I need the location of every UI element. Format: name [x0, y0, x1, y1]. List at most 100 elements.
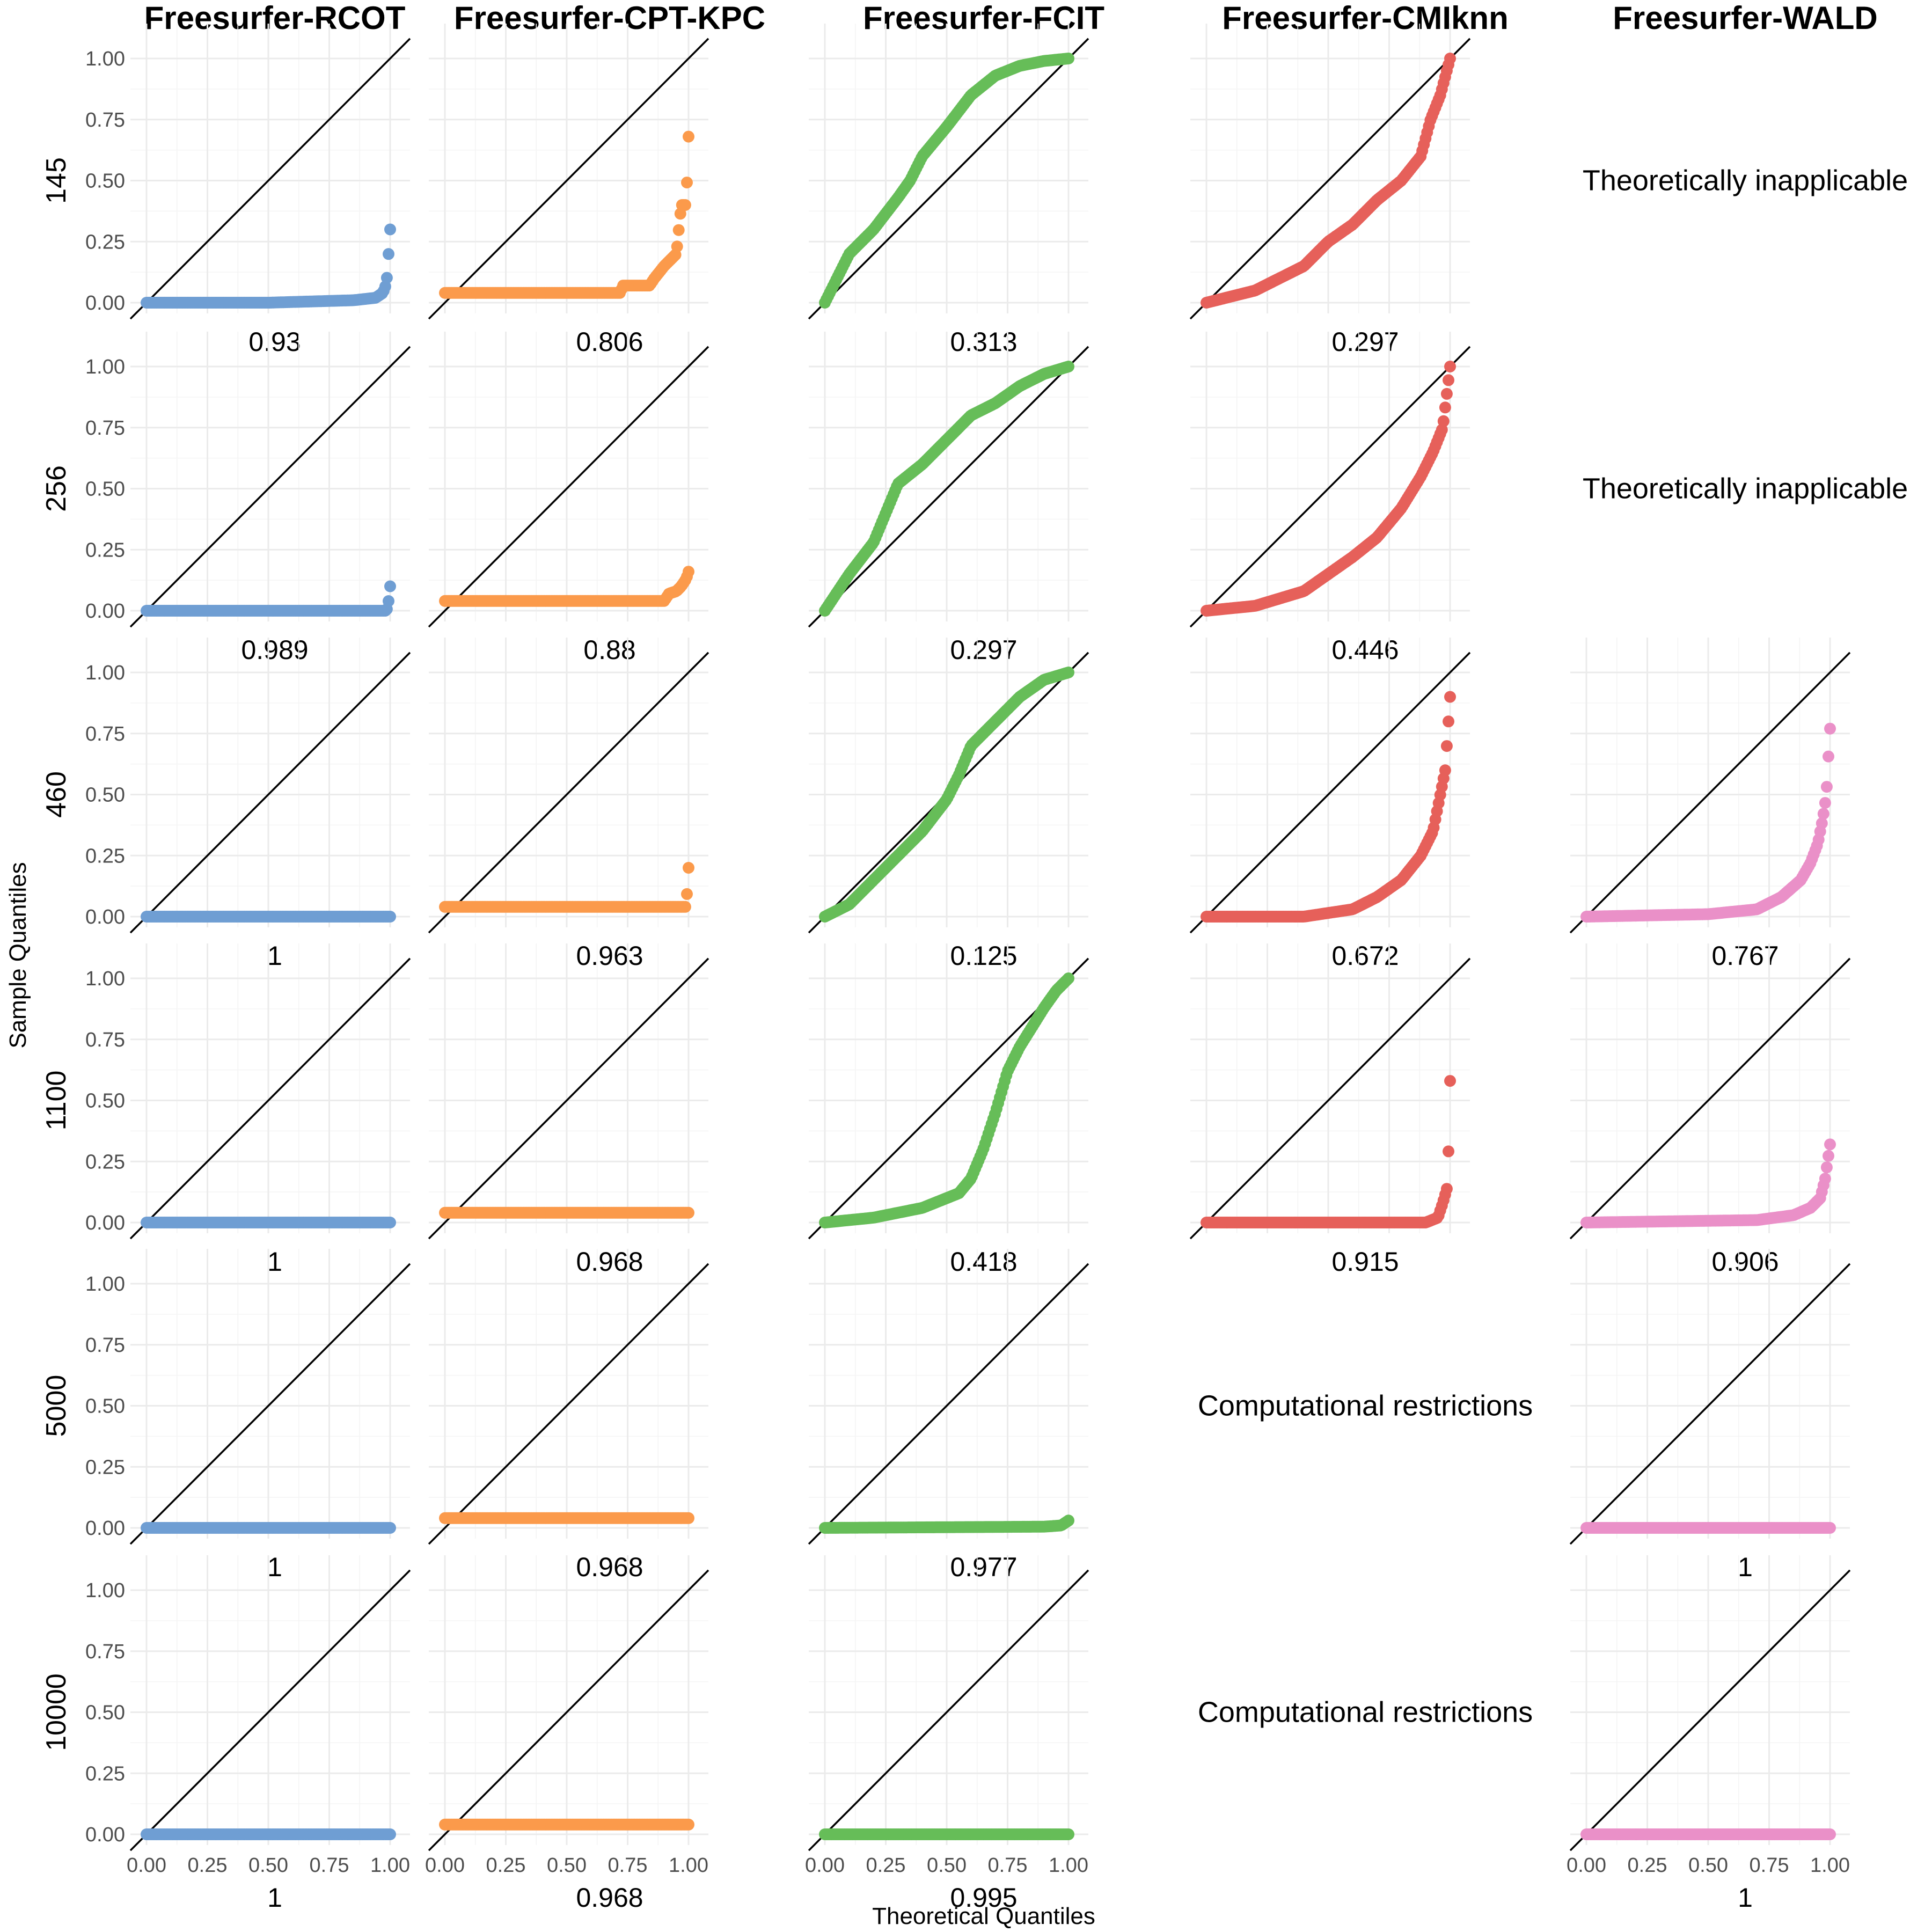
- data-point: [384, 223, 396, 236]
- x-tick-label: 1.00: [370, 1854, 410, 1877]
- row-label: 460: [41, 771, 72, 818]
- data-point: [681, 888, 693, 900]
- data-point: [1824, 722, 1836, 735]
- row-label: 1100: [41, 1071, 72, 1131]
- data-point: [1824, 1828, 1836, 1840]
- y-tick-label: 0.25: [85, 845, 125, 867]
- panel: 0.806: [428, 24, 709, 357]
- x-tick-label: 1.00: [1049, 1854, 1088, 1877]
- x-tick-label: 0.75: [988, 1854, 1028, 1877]
- panel: 0.418: [808, 943, 1089, 1277]
- p-value-label: 0.915: [1331, 1247, 1399, 1277]
- data-point: [1444, 691, 1456, 703]
- y-tick-label: 0.00: [85, 1212, 125, 1234]
- column-title: Freesurfer-RCOT: [144, 0, 406, 36]
- reference-line: [1569, 652, 1851, 934]
- p-value-label: 1: [267, 1552, 282, 1582]
- y-tick-label: 0.25: [85, 1762, 125, 1785]
- reference-line: [129, 1569, 411, 1851]
- data-point: [1816, 817, 1828, 830]
- y-tick-label: 0.75: [85, 417, 125, 440]
- data-point: [1063, 1828, 1074, 1840]
- p-value-label: 1: [1738, 1552, 1753, 1582]
- panel: Computational restrictions: [1198, 1696, 1533, 1729]
- point-series: [819, 667, 1074, 923]
- y-tick-label: 0.50: [85, 1090, 125, 1113]
- data-point: [1820, 1161, 1833, 1174]
- y-tick-label: 0.75: [85, 109, 125, 131]
- data-point: [1820, 781, 1833, 793]
- point-series: [439, 1206, 694, 1219]
- data-point: [1819, 1173, 1831, 1185]
- p-value-label: 1: [1738, 1883, 1753, 1913]
- y-tick-label: 0.50: [85, 1395, 125, 1418]
- reference-line: [1569, 957, 1851, 1240]
- data-point: [1444, 361, 1456, 372]
- panel: 0.00 0.25 0.50 0.75 1.00 0.995: [805, 1555, 1089, 1913]
- x-tick-label: 0.50: [547, 1854, 587, 1877]
- reference-line: [129, 957, 411, 1240]
- point-series: [141, 223, 396, 309]
- data-point: [1437, 415, 1450, 427]
- panel: Theoretically inapplicable: [1583, 473, 1908, 505]
- y-tick-label: 0.50: [85, 784, 125, 807]
- point-series: [819, 1828, 1074, 1840]
- data-point: [1440, 387, 1453, 400]
- point-series: [819, 972, 1074, 1228]
- y-tick-label: 0.25: [85, 231, 125, 253]
- p-value-label: 0.125: [950, 941, 1017, 971]
- panel-message: Theoretically inapplicable: [1583, 165, 1908, 197]
- data-point: [683, 566, 694, 578]
- reference-line: [428, 652, 709, 934]
- reference-line: [428, 1569, 709, 1851]
- reference-line: [1189, 957, 1471, 1240]
- point-series: [1201, 1075, 1456, 1228]
- panel: 0.00 0.25 0.50 0.75 1.00 0.93: [85, 24, 411, 357]
- reference-line: [428, 957, 709, 1240]
- y-tick-label: 0.00: [85, 600, 125, 623]
- data-point: [1823, 750, 1834, 763]
- panel-message: Computational restrictions: [1198, 1390, 1533, 1422]
- x-tick-label: 0.25: [1628, 1854, 1667, 1877]
- y-axis-title: Sample Quantiles: [5, 862, 31, 1048]
- data-point: [683, 1818, 694, 1831]
- panel: 0.00 0.25 0.50 0.75 1.00 0.00 0.25 0.50 0.75 1.00…: [85, 1555, 411, 1913]
- x-tick-label: 0.00: [1567, 1854, 1606, 1877]
- data-point: [1819, 797, 1831, 809]
- reference-line: [1189, 346, 1471, 628]
- panel: 0.963: [428, 638, 709, 971]
- p-value-label: 0.767: [1711, 941, 1779, 971]
- point-series: [141, 1217, 396, 1228]
- point-series: [1580, 1138, 1836, 1228]
- x-tick-label: 0.00: [127, 1854, 166, 1877]
- data-point: [1444, 53, 1456, 64]
- reference-line: [428, 346, 709, 628]
- point-series: [141, 1828, 396, 1840]
- point-series: [819, 361, 1074, 617]
- data-point: [1439, 401, 1451, 414]
- reference-line: [1569, 1569, 1851, 1851]
- x-tick-label: 0.00: [805, 1854, 845, 1877]
- y-tick-label: 0.50: [85, 170, 125, 193]
- p-value-label: 0.968: [576, 1247, 643, 1277]
- y-tick-label: 1.00: [85, 356, 125, 378]
- p-value-label: 0.963: [576, 941, 643, 971]
- x-tick-label: 1.00: [669, 1854, 708, 1877]
- p-value-label: 1: [267, 1883, 282, 1913]
- x-tick-label: 0.50: [248, 1854, 288, 1877]
- point-series: [1580, 1522, 1836, 1534]
- x-tick-label: 0.75: [1750, 1854, 1789, 1877]
- point-series: [439, 566, 694, 607]
- data-point: [1440, 1183, 1453, 1195]
- y-tick-label: 0.50: [85, 478, 125, 501]
- y-tick-label: 0.75: [85, 1029, 125, 1051]
- panel: 0.977: [808, 1249, 1089, 1582]
- y-tick-label: 0.25: [85, 1456, 125, 1479]
- data-point: [384, 580, 396, 592]
- data-point: [1443, 1145, 1454, 1158]
- panel: 0.446: [1189, 332, 1471, 665]
- row-label: 256: [41, 465, 72, 512]
- panel: 0.00 0.25 0.50 0.75 1.00 1: [85, 943, 411, 1277]
- row-label: 5000: [41, 1375, 72, 1437]
- p-value-label: 0.446: [1331, 635, 1399, 665]
